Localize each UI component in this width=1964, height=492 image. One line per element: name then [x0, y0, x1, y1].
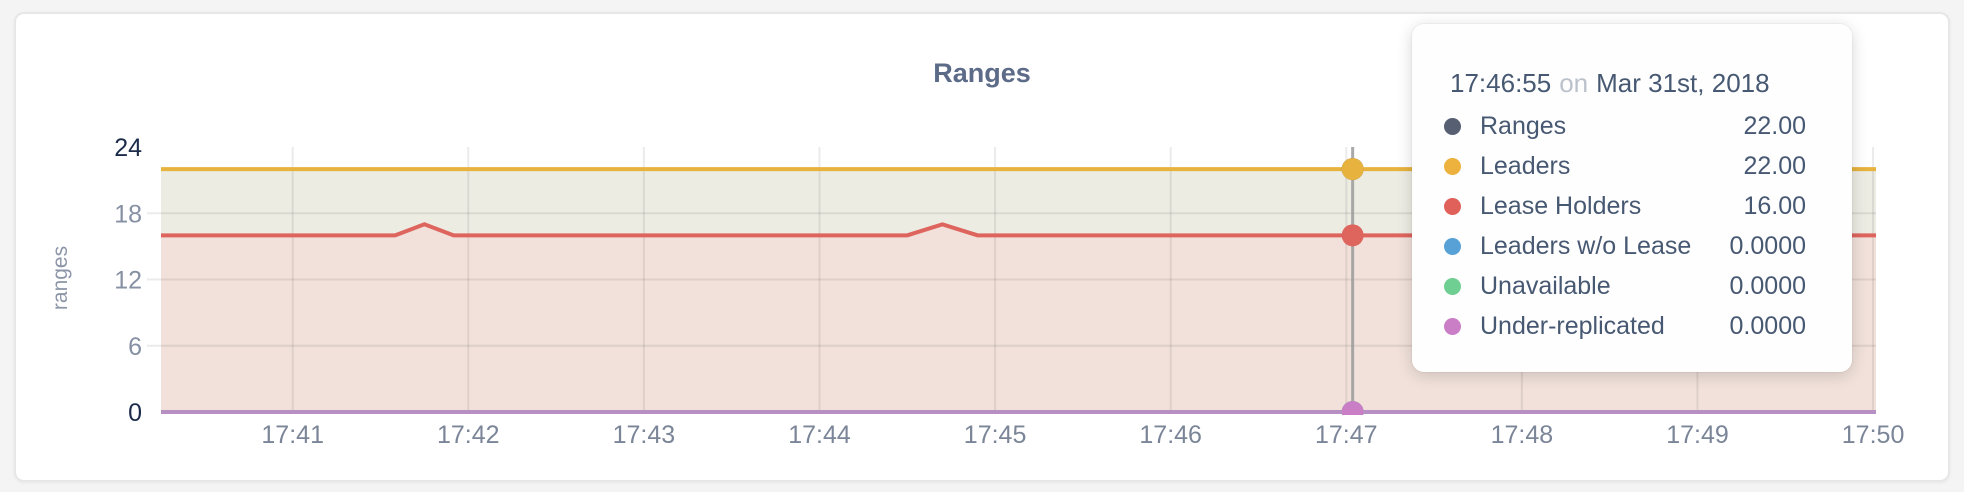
tooltip-time: 17:46:55 [1450, 68, 1552, 98]
x-tick-label: 17:47 [1315, 421, 1378, 449]
series-label: Ranges [1480, 111, 1567, 140]
tooltip-series-row: Under-replicated 0.0000 [1444, 306, 1806, 346]
y-tick-label: 0 [128, 399, 142, 427]
series-label: Under-replicated [1480, 311, 1665, 340]
series-line-lease-holders [161, 222, 1876, 238]
ranges-chart-card: Ranges ranges 17:41 17:42 17:43 17:44 17:45 1… [14, 12, 1950, 482]
hover-tooltip: 17:46:55 on Mar 31st, 2018 Ranges 22.00 Le… [1412, 24, 1852, 372]
y-tick-label: 12 [114, 267, 142, 295]
x-tick-label: 17:42 [437, 421, 500, 449]
x-tick-label: 17:50 [1842, 421, 1905, 449]
tooltip-series-row: Lease Holders 16.00 [1444, 186, 1806, 226]
x-tick-label: 17:44 [788, 421, 851, 449]
series-label: Unavailable [1480, 271, 1611, 300]
y-axis-label: ranges [49, 245, 72, 311]
series-label: Leaders w/o Lease [1480, 231, 1692, 260]
x-tick-label: 17:41 [261, 421, 324, 449]
tooltip-connector: on [1559, 68, 1589, 98]
series-dot-icon [1444, 237, 1461, 255]
y-tick-label: 24 [114, 134, 142, 162]
x-tick-label: 17:46 [1139, 421, 1202, 449]
series-value: 16.00 [1743, 191, 1806, 220]
series-dot-icon [1444, 117, 1461, 135]
y-tick-label: 18 [114, 200, 142, 228]
x-tick-label: 17:45 [964, 421, 1027, 449]
x-tick-label: 17:48 [1491, 421, 1554, 449]
tooltip-series-row: Leaders w/o Lease 0.0000 [1444, 226, 1806, 266]
y-tick-label: 6 [128, 333, 142, 361]
hover-dot-under-replicated [1341, 401, 1364, 415]
series-dot-icon [1444, 277, 1461, 295]
series-value: 22.00 [1743, 111, 1806, 140]
series-dot-icon [1444, 157, 1461, 175]
chart-title: Ranges [933, 58, 1031, 88]
tooltip-header: 17:46:55 on Mar 31st, 2018 [1444, 68, 1806, 98]
series-value: 0.0000 [1729, 311, 1806, 340]
x-tick-label: 17:49 [1666, 421, 1729, 449]
hover-dot-leaders [1341, 158, 1364, 181]
tooltip-legend: Ranges 22.00 Leaders 22.00 Lease Holders… [1444, 106, 1806, 346]
hover-dot-lease-holders [1341, 224, 1364, 247]
tooltip-date: Mar 31st, 2018 [1596, 68, 1770, 98]
tooltip-series-row: Leaders 22.00 [1444, 146, 1806, 186]
series-value: 22.00 [1743, 151, 1806, 180]
x-tick-label: 17:43 [613, 421, 676, 449]
series-label: Lease Holders [1480, 191, 1642, 220]
series-value: 0.0000 [1729, 271, 1806, 300]
series-dot-icon [1444, 197, 1461, 215]
series-label: Leaders [1480, 151, 1571, 180]
tooltip-series-row: Unavailable 0.0000 [1444, 266, 1806, 306]
series-dot-icon [1444, 317, 1461, 335]
tooltip-series-row: Ranges 22.00 [1444, 106, 1806, 146]
series-value: 0.0000 [1729, 231, 1806, 260]
